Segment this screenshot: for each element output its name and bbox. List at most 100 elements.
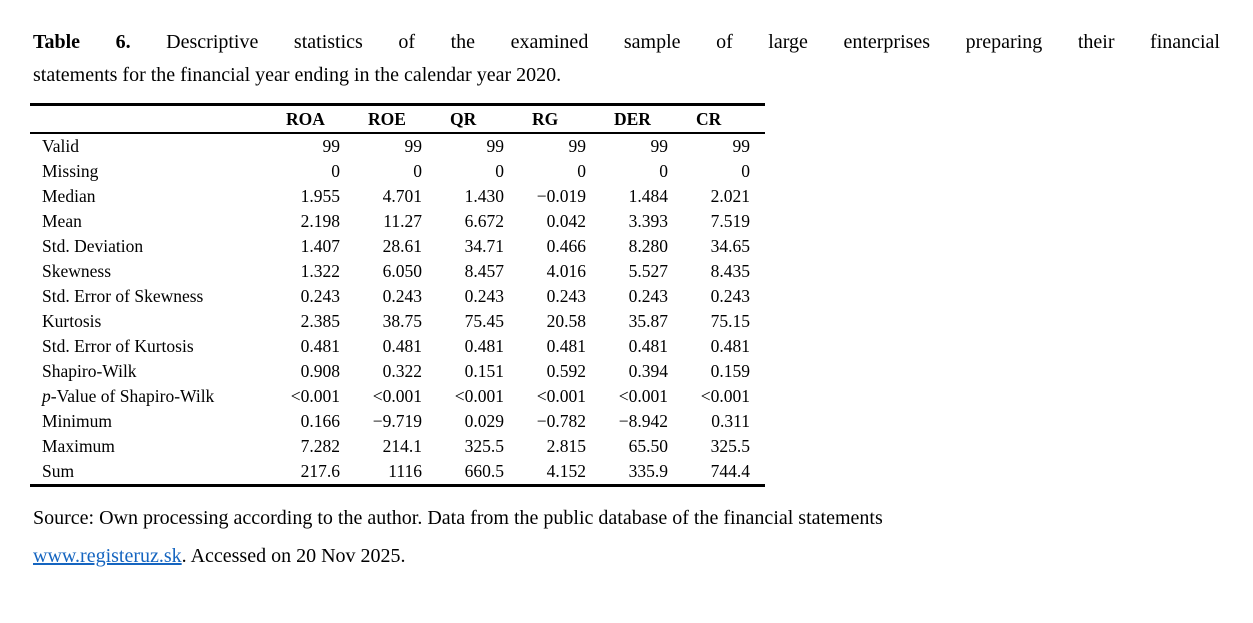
cell-value: 0 — [659, 161, 668, 181]
cell-value: 1116 — [388, 461, 422, 481]
cell-value: 38.75 — [382, 311, 422, 331]
cell-value: −8.942 — [618, 411, 668, 431]
cell-value: 0.151 — [464, 361, 504, 381]
cell-value: 0.243 — [382, 286, 422, 306]
cell-value: 0.481 — [710, 336, 750, 356]
table-row: Mean 2.198 11.27 6.672 0.042 3.393 7.519 — [30, 209, 765, 234]
row-label: Std. Error of Kurtosis — [42, 336, 194, 356]
cell-value: 2.385 — [300, 311, 340, 331]
row-label-rest: -Value of Shapiro-Wilk — [50, 386, 215, 406]
cell-value: 99 — [404, 136, 423, 156]
cell-value: <0.001 — [372, 386, 422, 406]
cell-value: 7.282 — [300, 436, 340, 456]
registeruz-link[interactable]: www.registeruz.sk — [33, 545, 182, 567]
cell-value: 0 — [331, 161, 340, 181]
cell-value: 99 — [486, 136, 505, 156]
row-label: Valid — [42, 136, 79, 156]
cell-value: 75.15 — [710, 311, 750, 331]
cell-value: 8.435 — [710, 261, 750, 281]
caption-line-1: Table 6. Descriptive statistics of the e… — [33, 26, 1220, 59]
cell-value: 0.159 — [710, 361, 750, 381]
cell-value: 0.311 — [711, 411, 750, 431]
table-row: Median 1.955 4.701 1.430 −0.019 1.484 2.021 — [30, 184, 765, 209]
source-line-2: www.registeruz.sk. Accessed on 20 Nov 20… — [33, 537, 1220, 575]
table-row: p-Value of Shapiro-Wilk <0.001 <0.001 <0.00… — [30, 384, 765, 409]
table-row: Maximum 7.282 214.1 325.5 2.815 65.50 325.5 — [30, 434, 765, 459]
table-number-label: Table 6. — [33, 31, 131, 53]
row-label: Minimum — [42, 411, 113, 431]
cell-value: 0 — [413, 161, 422, 181]
cell-value: 6.050 — [382, 261, 422, 281]
cell-value: 0.394 — [628, 361, 668, 381]
column-header: CR — [680, 104, 765, 134]
cell-value: 0 — [495, 161, 504, 181]
cell-value: 3.393 — [628, 211, 668, 231]
row-label: Median — [42, 186, 96, 206]
source-accessed-text: . Accessed on 20 Nov 2025. — [181, 545, 406, 567]
cell-value: 99 — [650, 136, 669, 156]
row-label: p-Value of Shapiro-Wilk — [30, 384, 270, 409]
cell-value: 0.243 — [628, 286, 668, 306]
row-label: Maximum — [42, 436, 115, 456]
cell-value: 6.672 — [464, 211, 504, 231]
row-label: Kurtosis — [42, 311, 102, 331]
cell-value: 28.61 — [382, 236, 422, 256]
cell-value: <0.001 — [536, 386, 586, 406]
row-label-header-spacer — [30, 104, 270, 134]
cell-value: 34.65 — [710, 236, 750, 256]
cell-value: 660.5 — [464, 461, 504, 481]
row-label-italic-lead: p — [42, 386, 51, 406]
cell-value: 4.701 — [382, 186, 422, 206]
cell-value: 0.029 — [464, 411, 504, 431]
cell-value: <0.001 — [618, 386, 668, 406]
column-header: ROA — [270, 104, 352, 134]
cell-value: 1.407 — [300, 236, 340, 256]
row-label: Shapiro-Wilk — [42, 361, 137, 381]
cell-value: 0 — [741, 161, 750, 181]
cell-value: 0.592 — [546, 361, 586, 381]
cell-value: 1.322 — [300, 261, 340, 281]
cell-value: 2.021 — [710, 186, 750, 206]
cell-value: −9.719 — [372, 411, 422, 431]
cell-value: 0.908 — [300, 361, 340, 381]
cell-value: 11.27 — [383, 211, 422, 231]
cell-value: 0.466 — [546, 236, 586, 256]
cell-value: <0.001 — [290, 386, 340, 406]
cell-value: 20.58 — [546, 311, 586, 331]
cell-value: 8.457 — [464, 261, 504, 281]
cell-value: 335.9 — [628, 461, 668, 481]
cell-value: 0.481 — [628, 336, 668, 356]
cell-value: 99 — [568, 136, 587, 156]
cell-value: 1.430 — [464, 186, 504, 206]
table-row: Std. Deviation 1.407 28.61 34.71 0.466 8.280 3… — [30, 234, 765, 259]
cell-value: 0.166 — [300, 411, 340, 431]
header-row: ROA ROE QR RG DER CR — [30, 104, 765, 134]
row-label: Std. Deviation — [42, 236, 144, 256]
source-note: Source: Own processing according to the … — [33, 499, 1220, 575]
row-label: Missing — [42, 161, 99, 181]
table-row: Std. Error of Kurtosis 0.481 0.481 0.481 0.4… — [30, 334, 765, 359]
cell-value: −0.019 — [536, 186, 586, 206]
cell-value: 65.50 — [628, 436, 668, 456]
cell-value: 0.481 — [464, 336, 504, 356]
table-row: Missing 0 0 0 0 0 0 — [30, 159, 765, 184]
cell-value: 75.45 — [464, 311, 504, 331]
cell-value: 5.527 — [628, 261, 668, 281]
column-header: QR — [434, 104, 516, 134]
cell-value: 0.481 — [546, 336, 586, 356]
cell-value: 0 — [577, 161, 586, 181]
table-row: Skewness 1.322 6.050 8.457 4.016 5.527 8.435 — [30, 259, 765, 284]
column-header: DER — [598, 104, 680, 134]
cell-value: 2.815 — [546, 436, 586, 456]
column-header: ROE — [352, 104, 434, 134]
row-label: Mean — [42, 211, 82, 231]
cell-value: 325.5 — [464, 436, 504, 456]
table-row: Minimum 0.166 −9.719 0.029 −0.782 −8.942 0.311 — [30, 409, 765, 434]
cell-value: 7.519 — [710, 211, 750, 231]
cell-value: 0.322 — [382, 361, 422, 381]
cell-value: 34.71 — [464, 236, 504, 256]
cell-value: 0.243 — [710, 286, 750, 306]
table-caption: Table 6. Descriptive statistics of the e… — [33, 26, 1220, 92]
cell-value: 0.481 — [382, 336, 422, 356]
cell-value: 217.6 — [300, 461, 340, 481]
